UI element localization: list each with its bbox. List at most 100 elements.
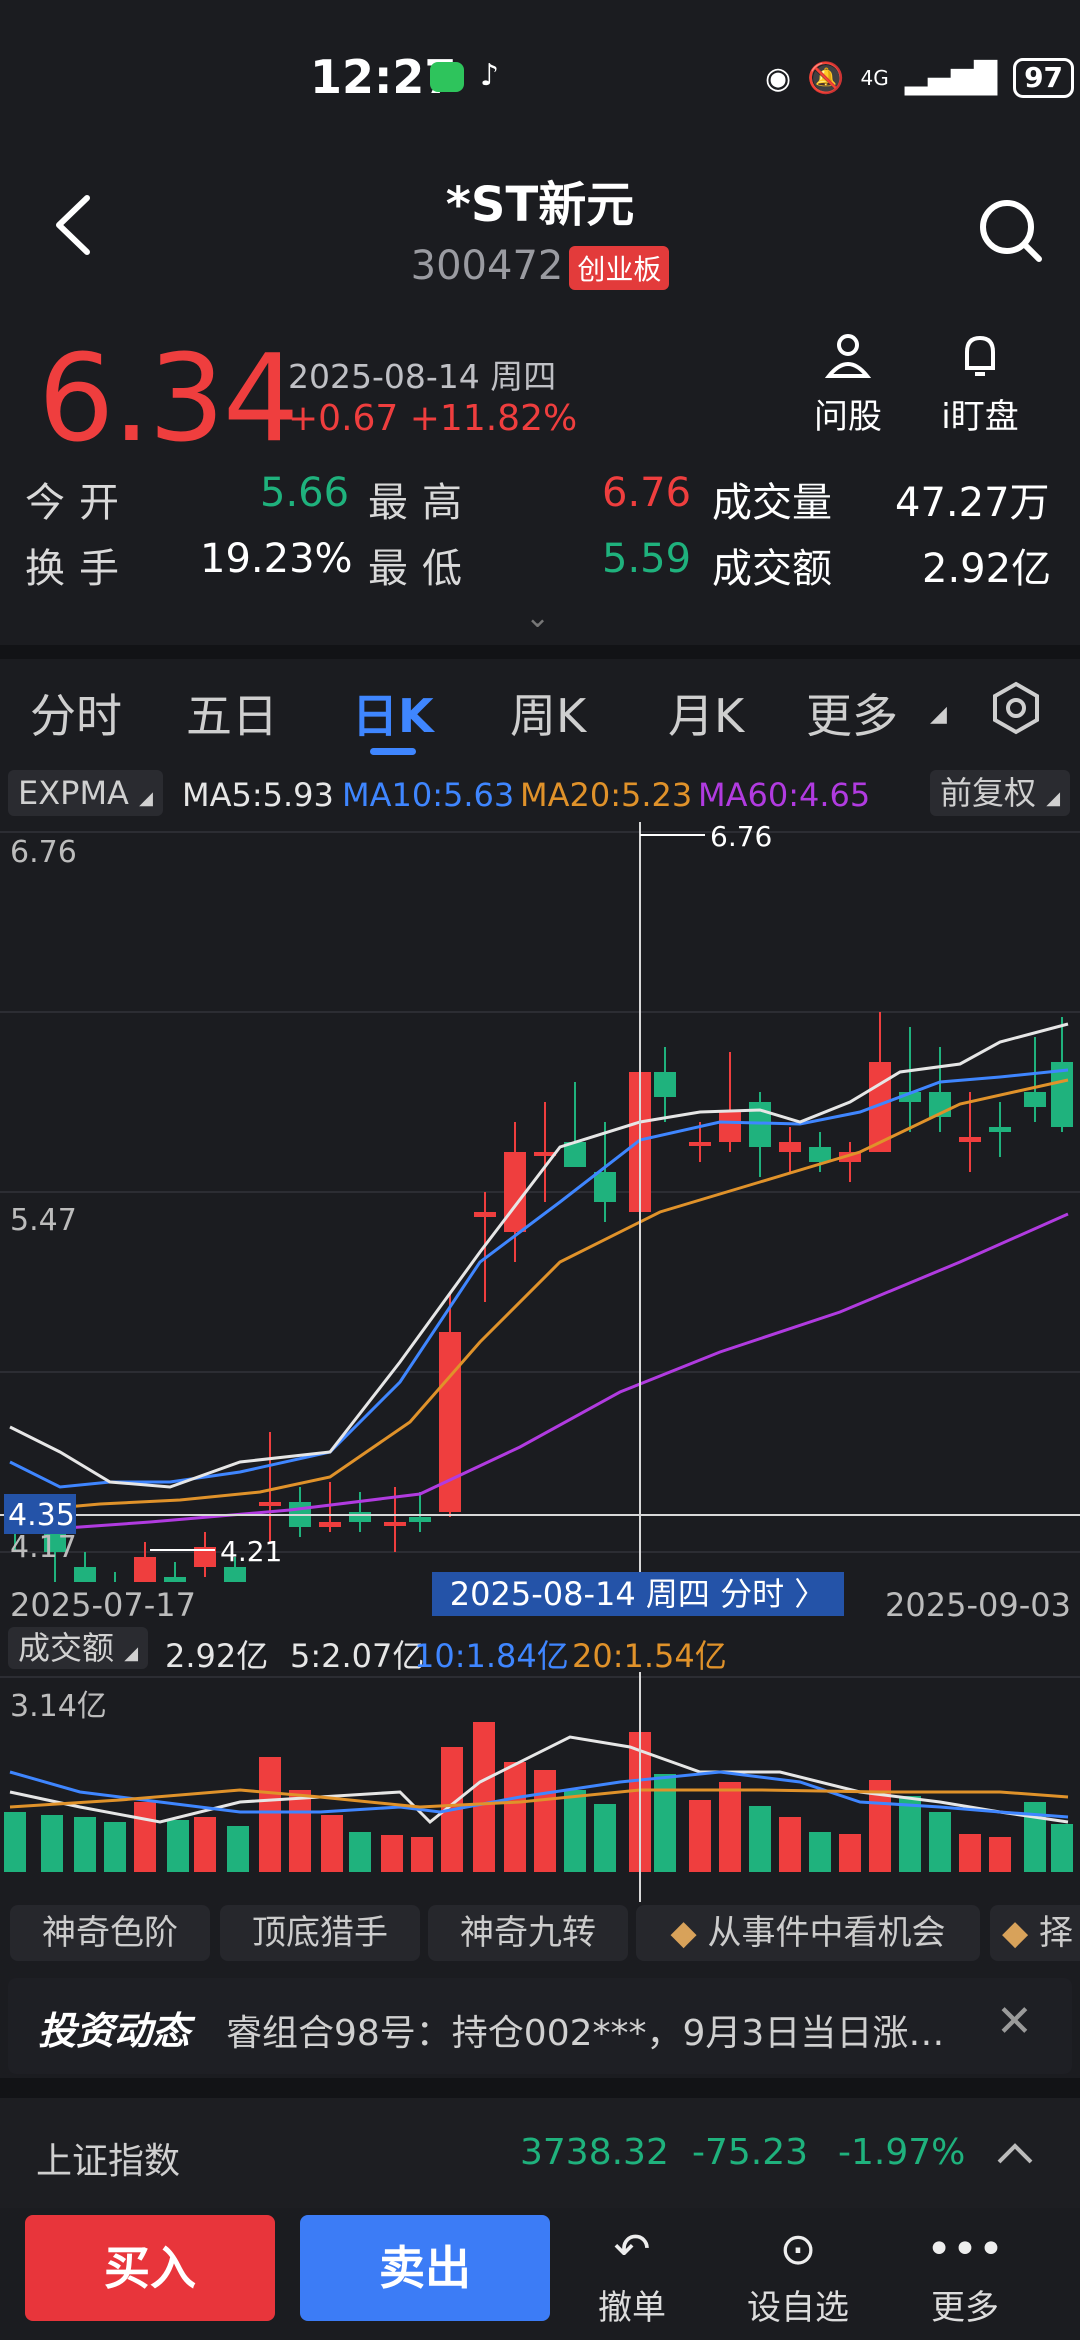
- tool-choose[interactable]: ◆ 择: [990, 1905, 1080, 1961]
- volume-bar: [809, 1832, 831, 1872]
- candle-body: [564, 1142, 586, 1167]
- add-favorite-label: 设自选: [747, 2288, 849, 2328]
- volume-bar: [349, 1832, 371, 1872]
- candle-body: [1024, 1092, 1046, 1107]
- tab-weekly-k[interactable]: 周K: [510, 689, 587, 743]
- candle-body: [439, 1332, 461, 1512]
- volume-bar: [719, 1782, 741, 1872]
- candlestick-chart[interactable]: 4.35 6.76 5.47 4.17 6.76 4.21: [0, 822, 1080, 1582]
- high-value: 6.76: [602, 470, 692, 516]
- search-icon[interactable]: [975, 195, 1045, 265]
- tab-more-caret-icon: ◢: [930, 702, 947, 727]
- cancel-order-button[interactable]: ↶ 撤单: [572, 2220, 692, 2329]
- tab-daily-k[interactable]: 日K: [352, 689, 434, 743]
- candles: [4, 1012, 1073, 1582]
- stock-code-row: 300472 创业板: [0, 243, 1080, 290]
- volume-bar: [929, 1812, 951, 1872]
- candle-body: [44, 1532, 66, 1552]
- ma5-value: MA5:5.93: [182, 776, 334, 814]
- add-favorite-button[interactable]: ⊙ 设自选: [738, 2220, 858, 2329]
- cursor-price-tag: [4, 1494, 76, 1534]
- volume-bar: [899, 1796, 921, 1872]
- news-ticker[interactable]: 投资动态 睿组合98号：持仓002***，9月3日当日涨… ✕: [8, 1978, 1072, 2074]
- buy-button[interactable]: 买入: [25, 2215, 275, 2321]
- settings-hexagon-icon[interactable]: [988, 680, 1044, 736]
- board-badge: 创业板: [569, 246, 670, 290]
- candle-body: [689, 1142, 711, 1146]
- main-indicator-label: EXPMA: [18, 774, 129, 812]
- volume-y-top-label: 3.14亿: [10, 1689, 107, 1724]
- person-icon: [824, 334, 872, 378]
- volume-bar: [194, 1817, 216, 1872]
- volume-ma10-line: [9, 1770, 1069, 1819]
- open-value: 5.66: [260, 470, 350, 516]
- ask-stock-button[interactable]: 问股: [808, 330, 888, 438]
- volume-bar: [564, 1790, 586, 1872]
- volume-bar: [411, 1837, 433, 1872]
- close-icon[interactable]: ✕: [996, 1996, 1033, 2047]
- section-divider: [0, 645, 1080, 659]
- candle-body: [74, 1567, 96, 1582]
- volume-indicator-label: 成交额: [18, 1629, 115, 1667]
- volume-bar: [134, 1802, 156, 1872]
- status-indicators: ◉ 🔕 4G ▂▄▆█ 97 ϟ: [765, 55, 1080, 101]
- expand-chevron-icon[interactable]: ⌄: [525, 600, 551, 635]
- news-text: 睿组合98号：持仓002***，9月3日当日涨…: [226, 2013, 945, 2054]
- indicator-bar: EXPMA ◢ MA5:5.93 MA10:5.63 MA20:5.23 MA6…: [0, 770, 1080, 820]
- volume-bar: [534, 1770, 556, 1872]
- volume-ma20-line: [9, 1788, 1069, 1809]
- candle-body: [779, 1142, 801, 1152]
- cursor-price-label: 4.35: [8, 1498, 75, 1533]
- volume-bar: [1024, 1802, 1046, 1872]
- undo-icon: ↶: [613, 2224, 651, 2275]
- more-button[interactable]: ••• 更多: [905, 2220, 1025, 2329]
- amount-label: 成交额: [712, 546, 832, 592]
- price-change: +0.67 +11.82%: [288, 398, 578, 439]
- market-index-bar[interactable]: 上证指数 3738.32 -75.23 -1.97%: [0, 2098, 1080, 2208]
- volume-indicator-selector[interactable]: 成交额 ◢: [8, 1627, 149, 1669]
- y-axis-low-label: 4.17: [10, 1530, 77, 1565]
- candle-body: [959, 1137, 981, 1142]
- candle-body: [224, 1567, 246, 1582]
- tab-five-day[interactable]: 五日: [186, 689, 278, 743]
- tab-intraday[interactable]: 分时: [30, 689, 122, 743]
- candle-body: [899, 1092, 921, 1102]
- ask-stock-label: 问股: [814, 397, 882, 437]
- candle-body: [384, 1522, 406, 1526]
- quote-date: 2025-08-14 周四: [288, 357, 557, 396]
- tool-event-opportunity[interactable]: ◆ 从事件中看机会: [636, 1905, 980, 1961]
- tab-more[interactable]: 更多: [806, 689, 898, 743]
- open-label: 今开: [25, 480, 133, 526]
- ma5-line: [9, 1022, 1069, 1489]
- back-arrow-icon[interactable]: [45, 190, 105, 260]
- diamond-icon: ◆: [670, 1913, 697, 1953]
- tool-top-bottom-hunter[interactable]: 顶底猎手: [220, 1905, 420, 1961]
- tab-monthly-k[interactable]: 月K: [668, 689, 745, 743]
- adjust-label: 前复权: [940, 774, 1037, 812]
- wechat-icon: [430, 62, 464, 92]
- active-tab-indicator: [370, 748, 416, 755]
- dots-circle-icon: ⊙: [779, 2224, 817, 2275]
- volume-chart[interactable]: 3.14亿: [0, 1672, 1080, 1902]
- adjust-selector[interactable]: 前复权 ◢: [930, 770, 1071, 816]
- cursor-date-button[interactable]: 2025-08-14 周四 分时 〉: [432, 1572, 844, 1616]
- candle-body: [259, 1502, 281, 1506]
- tool-magic-nine[interactable]: 神奇九转: [428, 1905, 628, 1961]
- chart-grid: [0, 831, 1080, 1553]
- news-tag: 投资动态: [38, 2009, 191, 2053]
- candle-body: [719, 1112, 741, 1142]
- watch-button[interactable]: i盯盘: [935, 330, 1025, 438]
- candle-body: [194, 1547, 216, 1567]
- candle-body: [654, 1072, 676, 1097]
- turnover-value: 19.23%: [200, 536, 353, 582]
- main-indicator-selector[interactable]: EXPMA ◢: [8, 770, 163, 816]
- volume-bar: [321, 1815, 343, 1872]
- volume-bar: [689, 1800, 711, 1872]
- sell-button[interactable]: 卖出: [300, 2215, 550, 2321]
- y-axis-top-label: 6.76: [10, 835, 77, 870]
- volume-ma5: 5:2.07亿: [290, 1637, 425, 1675]
- chevron-up-icon[interactable]: [995, 2138, 1035, 2168]
- volume-bar: [289, 1790, 311, 1872]
- tool-color-scale[interactable]: 神奇色阶: [10, 1905, 210, 1961]
- stock-title: *ST新元: [445, 177, 635, 233]
